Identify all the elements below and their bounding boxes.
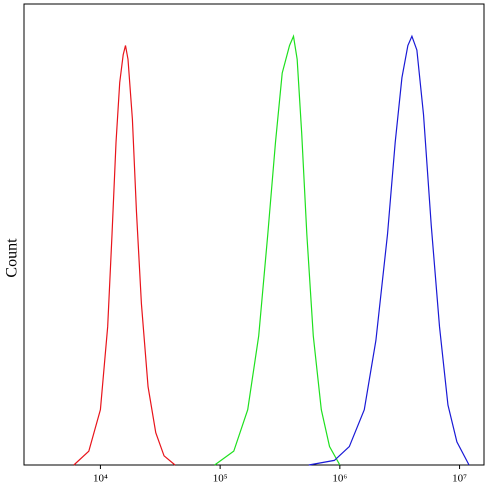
histogram-line: [73, 45, 176, 466]
x-tick-label: 10⁷: [452, 473, 467, 485]
plot-frame: [23, 3, 485, 466]
histogram-line: [214, 34, 341, 466]
x-tick-label: 10⁵: [213, 473, 228, 485]
histogram-line: [308, 34, 470, 466]
x-tick-label: 10⁴: [93, 473, 108, 485]
y-axis-label: Count: [4, 238, 21, 278]
x-tick-label: 10⁶: [332, 473, 347, 485]
